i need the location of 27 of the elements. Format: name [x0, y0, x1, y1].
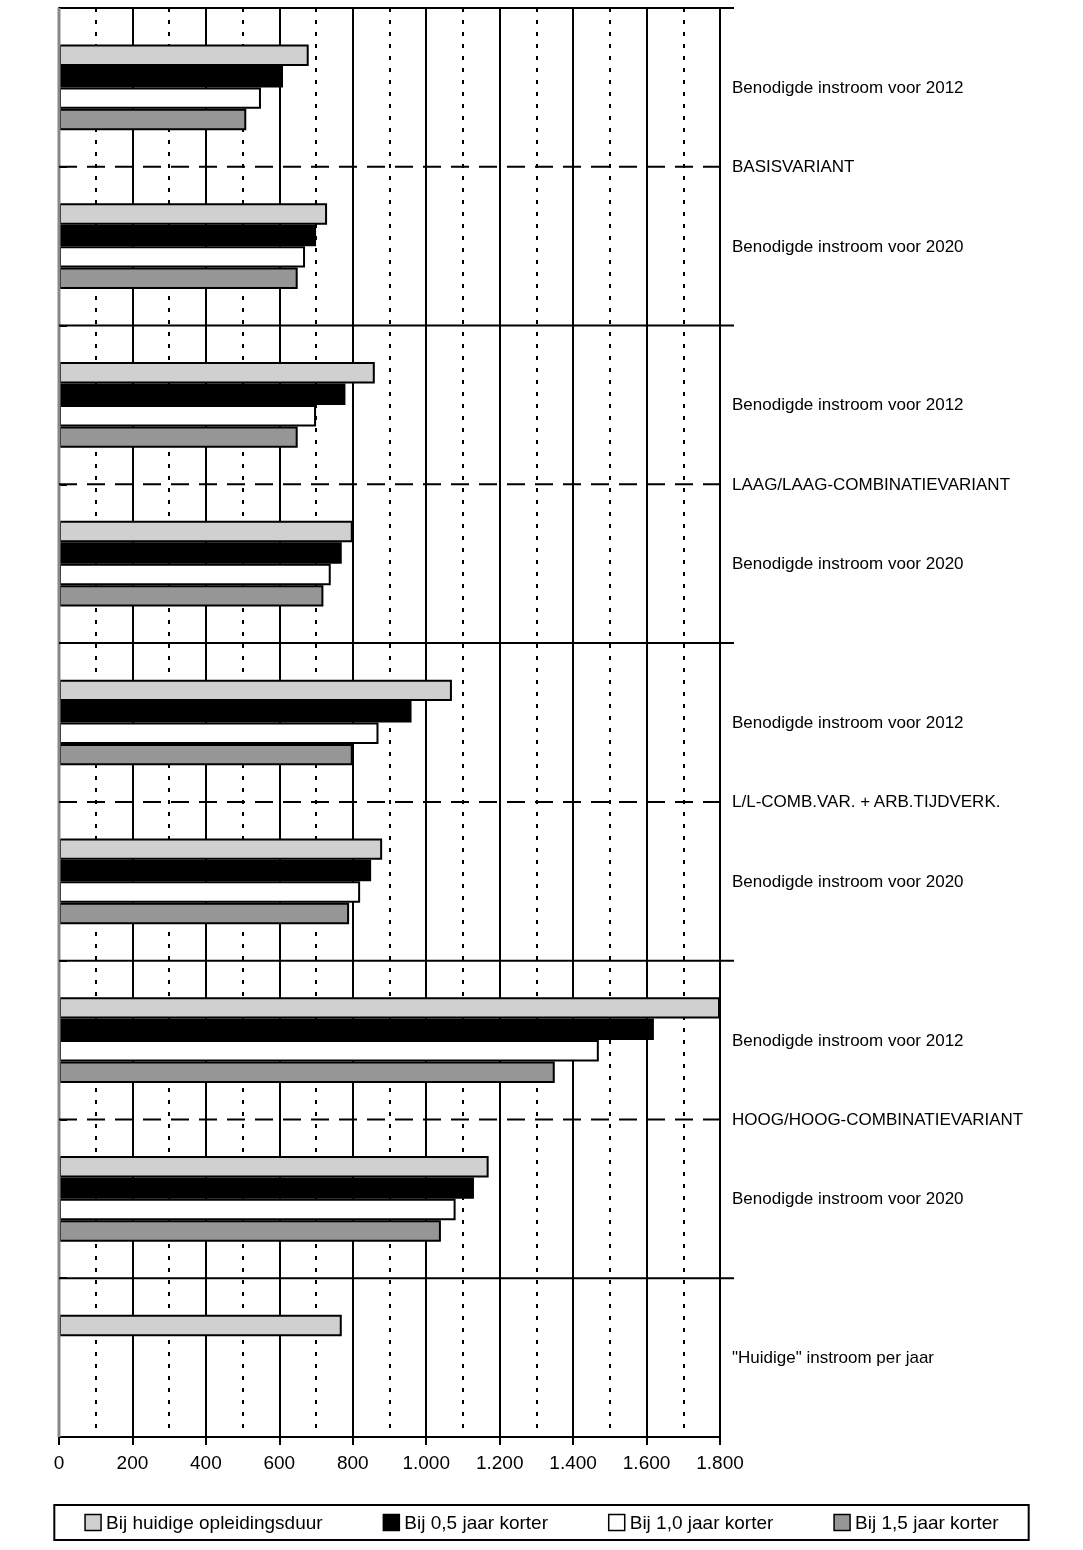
x-tick-label: 0: [53, 1452, 65, 1473]
x-tick-label: 200: [116, 1452, 149, 1473]
legend-label: Bij 0,5 jaar korter: [404, 1512, 549, 1533]
y-tick-label: Benodigde instroom voor 2020: [732, 236, 964, 256]
y-tick-label: Benodigde instroom voor 2020: [732, 1189, 964, 1209]
legend-label: Bij 1,0 jaar korter: [629, 1512, 774, 1533]
legend-label: Bij 1,5 jaar korter: [855, 1512, 1000, 1533]
y-tick-label: Benodigde instroom voor 2020: [732, 554, 964, 574]
text: BASISVARIANT: [732, 157, 855, 177]
text: LAAG/LAAG-COMBINATIEVARIANT: [732, 474, 1011, 494]
text: L/L-COMB.VAR. + ARB.TIJDVERK.: [732, 792, 1001, 812]
legend-label: Bij huidige opleidingsduur: [106, 1512, 324, 1533]
y-tick-label: Benodigde instroom voor 2012: [732, 395, 964, 415]
x-tick-label: 1.800: [696, 1452, 744, 1473]
x-tick-label: 1.000: [402, 1452, 450, 1473]
y-tick-label: Benodigde instroom voor 2012: [732, 1030, 964, 1050]
x-tick-label: 1.200: [475, 1452, 524, 1473]
y-tick-label: Benodigde instroom voor 2012: [732, 77, 964, 97]
x-tick-label: 1.400: [549, 1452, 597, 1473]
y-tick-label: Benodigde instroom voor 2012: [732, 713, 964, 732]
x-tick-label: 800: [336, 1452, 369, 1473]
x-tick-label: 600: [263, 1452, 296, 1473]
y-tick-label: Benodigde instroom voor 2020: [732, 871, 964, 891]
text: HOOG/HOOG-COMBINATIEVARIANT: [732, 1109, 1024, 1129]
x-tick-label: 1.600: [622, 1452, 671, 1473]
x-tick-label: 400: [190, 1452, 222, 1473]
y-tick-label: "Huidige" instroom per jaar: [732, 1348, 935, 1368]
